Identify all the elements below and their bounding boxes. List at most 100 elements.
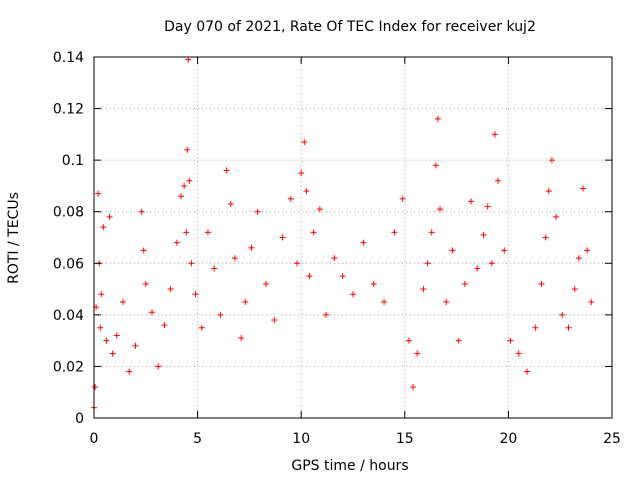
data-point [149,309,156,316]
data-point [559,311,566,318]
data-point [167,286,174,293]
data-point [331,255,338,262]
y-tick-label: 0.06 [53,256,84,272]
grid-lines [94,57,612,418]
data-point [204,229,211,236]
data-point [287,195,294,202]
data-point [553,213,560,220]
data-point [188,260,195,267]
data-point [507,337,514,344]
data-point [542,234,549,241]
chart-title: Day 070 of 2021, Rate Of TEC Index for r… [164,19,536,35]
data-point [298,170,305,177]
data-point [548,157,555,164]
data-point [98,291,105,298]
data-point [95,190,102,197]
data-point [449,247,456,254]
data-point [515,350,522,357]
data-point [238,335,245,342]
data-point [217,311,224,318]
data-point [120,298,127,305]
data-point [571,286,578,293]
data-point [242,298,249,305]
y-tick-label: 0.1 [62,153,84,169]
data-point [231,255,238,262]
data-point [138,208,145,215]
data-point [248,244,255,251]
data-point [405,337,412,344]
plot-frame [93,56,613,419]
data-point [279,234,286,241]
data-point [303,188,310,195]
data-point [350,291,356,298]
data-point [113,332,120,339]
data-point [488,260,495,267]
data-point [185,56,192,63]
data-point [306,273,313,280]
data-point [161,322,168,329]
data-point [410,384,417,391]
y-tick-label: 0 [75,411,84,427]
data-point [262,280,269,287]
data-point [588,298,595,305]
data-point [339,273,346,280]
x-tick-label: 25 [603,431,621,447]
y-tick-label: 0.02 [53,359,84,375]
x-axis-title: GPS time / hours [291,458,408,474]
data-point [434,115,441,122]
data-point [484,203,491,210]
data-point [428,229,435,236]
data-point [391,229,398,236]
x-tick-label: 10 [292,431,310,447]
data-point [227,200,234,207]
data-point [198,324,205,331]
data-point [420,286,427,293]
data-points [91,56,595,411]
data-point [181,182,188,189]
data-point [443,298,450,305]
data-point [399,195,406,202]
data-point [360,239,367,246]
data-point [565,324,572,331]
x-tick-label: 5 [193,431,202,447]
data-point [468,198,475,205]
data-point [140,247,147,254]
data-point [106,213,113,220]
y-tick-label: 0.08 [53,205,84,221]
x-tick-label: 20 [499,431,517,447]
data-point [432,162,439,169]
data-point [109,350,116,357]
y-axis-title: ROTI / TECUs [6,192,22,284]
data-point [545,188,552,195]
data-point [575,255,582,262]
data-point [184,146,191,153]
data-point [414,350,421,357]
data-point [186,177,193,184]
data-point [532,324,539,331]
tick-labels: 0 5 10 15 20 25 0 0.02 0.04 0.06 0.08 0.1 0.12 0.14 [53,50,621,447]
data-point [294,260,301,267]
data-point [474,265,481,272]
data-point [97,324,104,331]
data-point [424,260,431,267]
data-point [155,363,162,370]
data-point [579,185,586,192]
data-point [316,206,323,213]
y-tick-label: 0.04 [53,308,84,324]
data-point [437,206,444,213]
data-point [173,239,180,246]
x-tick-label: 15 [396,431,414,447]
data-point [584,247,591,254]
data-point [524,368,531,375]
data-point [455,337,462,344]
data-point [323,311,330,318]
data-point [491,131,498,138]
data-point [178,193,185,200]
data-point [103,337,110,344]
data-point [254,208,261,215]
data-point [142,280,149,287]
data-point [461,280,468,287]
data-point [271,317,278,324]
data-point [310,229,317,236]
